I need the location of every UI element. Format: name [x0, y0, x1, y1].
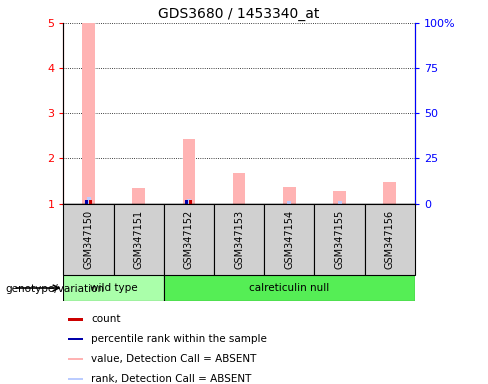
Bar [86, 197, 91, 204]
Text: value, Detection Call = ABSENT: value, Detection Call = ABSENT [91, 354, 256, 364]
Text: rank, Detection Call = ABSENT: rank, Detection Call = ABSENT [91, 374, 251, 384]
Bar [84, 200, 87, 204]
Text: GSM347150: GSM347150 [83, 210, 94, 268]
Bar [63, 204, 114, 275]
Bar [187, 199, 191, 204]
Text: count: count [91, 314, 121, 324]
Bar [63, 275, 164, 301]
Text: percentile rank within the sample: percentile rank within the sample [91, 334, 267, 344]
Bar [88, 200, 92, 204]
Bar [283, 187, 296, 204]
Bar [68, 358, 82, 361]
Text: GSM347152: GSM347152 [184, 209, 194, 269]
Bar [264, 204, 314, 275]
Text: GSM347151: GSM347151 [134, 210, 144, 268]
Bar [114, 204, 164, 275]
Bar [132, 188, 145, 204]
Title: GDS3680 / 1453340_at: GDS3680 / 1453340_at [159, 7, 320, 21]
Bar [333, 191, 346, 204]
Bar [164, 204, 214, 275]
Text: GSM347156: GSM347156 [385, 210, 395, 268]
Bar [82, 23, 95, 204]
Bar [233, 173, 245, 204]
Text: GSM347153: GSM347153 [234, 210, 244, 268]
Bar [338, 201, 342, 204]
Bar [214, 204, 264, 275]
Bar [287, 201, 291, 204]
Text: wild type: wild type [90, 283, 138, 293]
Text: calreticulin null: calreticulin null [249, 283, 329, 293]
Bar [189, 200, 192, 204]
Text: genotype/variation: genotype/variation [5, 284, 104, 294]
Bar [365, 204, 415, 275]
Bar [68, 338, 82, 341]
Text: GSM347155: GSM347155 [334, 209, 345, 269]
Bar [68, 378, 82, 381]
Bar [314, 204, 365, 275]
Bar [164, 275, 415, 301]
Text: GSM347154: GSM347154 [285, 210, 294, 268]
Bar [185, 200, 188, 204]
Bar [68, 318, 82, 321]
Bar [384, 182, 396, 204]
Bar [183, 139, 195, 204]
